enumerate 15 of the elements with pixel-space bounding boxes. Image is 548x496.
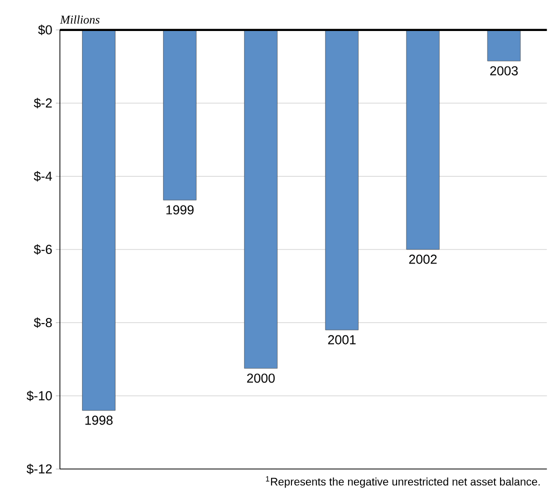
x-tick-label: 2001 — [328, 335, 356, 344]
y-tick-label: $-6 — [34, 244, 52, 255]
x-tick-label: 2003 — [490, 66, 518, 76]
text: $^{1}$Represents the negative unrestricted net asset balance. — [266, 476, 540, 488]
y-tick-label: $-2 — [34, 98, 52, 108]
y-tick-label: $-12 — [26, 464, 52, 474]
y-tick-label: $-8 — [34, 317, 52, 328]
x-tick-label: 2002 — [409, 254, 437, 264]
x-tick-label: 1999 — [166, 205, 194, 214]
x-tick-label: 2000 — [247, 374, 275, 383]
y-tick-label: $-4 — [34, 171, 52, 182]
x-tick-label: 1998 — [85, 416, 113, 425]
y-tick-label: $-10 — [26, 390, 52, 402]
y-tick-label: $0 — [38, 24, 52, 36]
y-axis-title: Millions — [60, 15, 100, 24]
